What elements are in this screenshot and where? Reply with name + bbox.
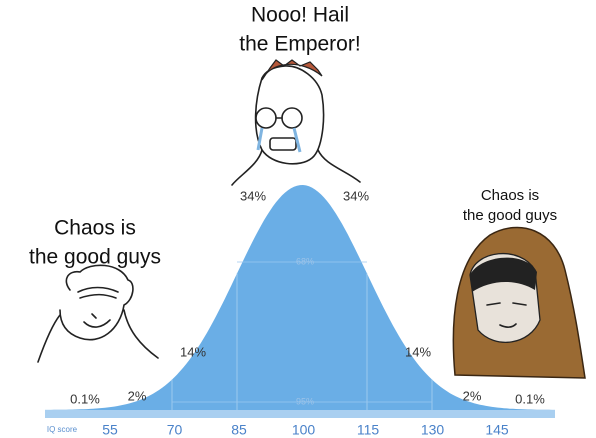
tick-label: 145	[485, 422, 509, 438]
crying-face	[231, 59, 361, 186]
hooded-face	[452, 226, 586, 379]
percent-label: 14%	[405, 344, 431, 359]
simple-face	[37, 264, 159, 363]
tick-label: 100	[292, 422, 316, 438]
percent-label: 2%	[463, 388, 482, 403]
tick-label: 115	[357, 422, 380, 438]
tick-label: 85	[231, 422, 247, 438]
percent-label: 14%	[180, 344, 206, 359]
tick-label: 55	[102, 422, 118, 438]
axis-ticks: 55 70 85 100 115 130 145	[102, 422, 509, 438]
percent-label: 34%	[240, 188, 266, 203]
percent-label: 0.1%	[515, 391, 545, 406]
caption-line: the good guys	[463, 207, 557, 224]
caption-line: the good guys	[29, 246, 161, 269]
percent-label: 34%	[343, 188, 369, 203]
axis-bar	[45, 410, 555, 418]
caption-line: Chaos is	[481, 187, 539, 204]
tick-label: 130	[421, 422, 445, 438]
tick-label: 70	[167, 422, 183, 438]
curve-area	[45, 185, 555, 410]
caption-line: Nooo! Hail	[251, 4, 349, 27]
inner-label: 95%	[296, 396, 314, 406]
inner-label: 68%	[296, 256, 314, 266]
axis-label: IQ score	[47, 425, 78, 434]
caption-line: the Emperor!	[239, 33, 360, 56]
percent-label: 2%	[128, 388, 147, 403]
percent-label: 0.1%	[70, 391, 100, 406]
caption-line: Chaos is	[54, 217, 136, 240]
bell-curve	[45, 185, 555, 418]
